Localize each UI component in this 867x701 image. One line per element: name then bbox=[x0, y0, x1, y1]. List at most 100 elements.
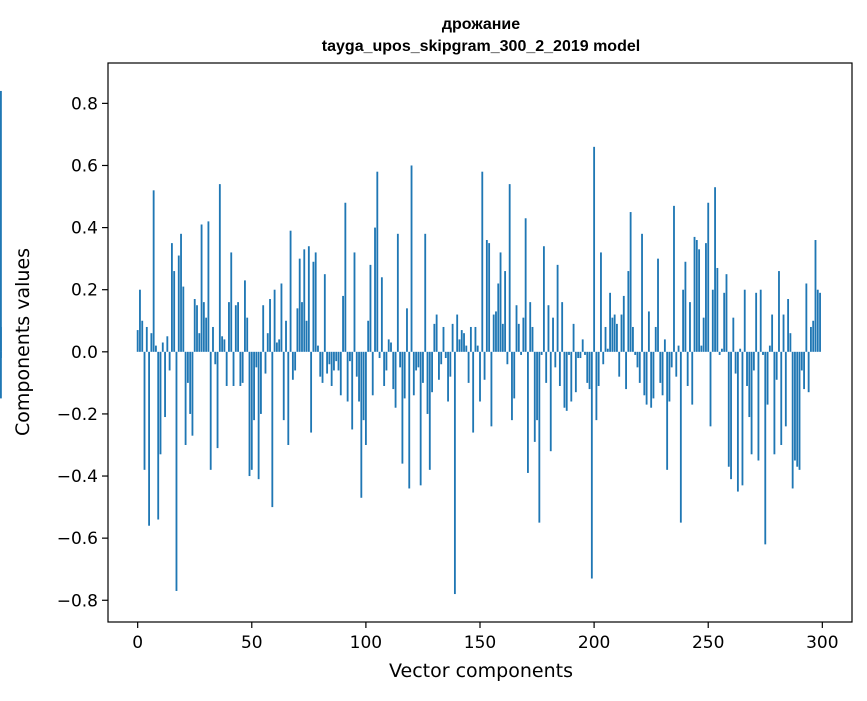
bar-202 bbox=[597, 351, 600, 386]
bar-272 bbox=[757, 351, 760, 461]
bar-200 bbox=[593, 146, 596, 352]
y-tick-label: −0.8 bbox=[57, 591, 98, 611]
bar-140 bbox=[456, 314, 459, 352]
bar-63 bbox=[280, 283, 283, 352]
bar-238 bbox=[679, 351, 682, 523]
bar-267 bbox=[746, 351, 748, 386]
bar-11 bbox=[161, 342, 164, 352]
bar-120 bbox=[410, 165, 413, 352]
bar-244 bbox=[693, 236, 696, 352]
y-tick-label: 0.6 bbox=[71, 156, 98, 176]
bar-138 bbox=[451, 323, 454, 352]
bar-207 bbox=[609, 292, 611, 352]
bar-112 bbox=[392, 351, 395, 390]
bar-153 bbox=[485, 240, 488, 352]
bar-91 bbox=[344, 202, 347, 352]
bar-77 bbox=[312, 261, 315, 352]
bar-3 bbox=[143, 351, 146, 470]
bar-61 bbox=[275, 342, 278, 352]
bar-291 bbox=[800, 351, 803, 371]
bar-280 bbox=[775, 351, 778, 380]
bar-73 bbox=[303, 249, 306, 352]
bar-292 bbox=[803, 351, 805, 390]
bar-124 bbox=[419, 351, 422, 486]
bar-290 bbox=[798, 351, 801, 470]
bar-257 bbox=[723, 292, 726, 352]
bar-144 bbox=[465, 345, 468, 352]
bar-26 bbox=[196, 305, 198, 352]
y-tick-label: 0.4 bbox=[71, 219, 98, 239]
bar-98 bbox=[360, 351, 363, 498]
bar-175 bbox=[536, 351, 538, 421]
bar-92 bbox=[346, 351, 349, 402]
bar-143 bbox=[463, 333, 465, 352]
bar-145 bbox=[467, 351, 470, 383]
bar-264 bbox=[739, 348, 742, 352]
bar-263 bbox=[736, 351, 739, 492]
bar-210 bbox=[616, 323, 618, 352]
bar-103 bbox=[371, 351, 374, 396]
bar-294 bbox=[807, 351, 810, 393]
bar-118 bbox=[406, 308, 408, 352]
bar-227 bbox=[654, 326, 657, 352]
bar-222 bbox=[643, 351, 646, 396]
bar-259 bbox=[727, 351, 730, 467]
bar-268 bbox=[748, 351, 751, 418]
bar-100 bbox=[364, 351, 367, 445]
bar-106 bbox=[378, 351, 381, 359]
bar-252 bbox=[711, 289, 714, 352]
bar-265 bbox=[741, 351, 744, 486]
bar-149 bbox=[476, 345, 479, 352]
bar-102 bbox=[369, 264, 372, 352]
bar-174 bbox=[533, 351, 536, 442]
bar-7 bbox=[152, 190, 155, 352]
bar-286 bbox=[789, 333, 792, 352]
bar-66 bbox=[287, 351, 290, 445]
bar-95 bbox=[353, 252, 356, 352]
bar-9 bbox=[157, 351, 160, 520]
bar-262 bbox=[734, 351, 737, 374]
bar-214 bbox=[625, 351, 627, 390]
bar-0 bbox=[136, 330, 139, 352]
bar-297 bbox=[814, 240, 817, 352]
bar-57 bbox=[266, 333, 269, 352]
bar-85 bbox=[330, 351, 333, 386]
bar-276 bbox=[766, 351, 769, 405]
bar-10 bbox=[159, 351, 162, 455]
bar-180 bbox=[547, 305, 550, 352]
bar-274 bbox=[762, 351, 764, 355]
bar-220 bbox=[638, 351, 641, 383]
bar-155 bbox=[490, 351, 493, 427]
bar-133 bbox=[440, 351, 443, 365]
bar-58 bbox=[269, 299, 271, 352]
bar-183 bbox=[554, 351, 557, 368]
bar-13 bbox=[166, 336, 169, 352]
x-tick-label: 100 bbox=[350, 633, 382, 653]
bar-172 bbox=[529, 302, 532, 352]
bar-203 bbox=[600, 252, 602, 352]
bar-104 bbox=[374, 227, 376, 352]
bar-2 bbox=[141, 320, 144, 352]
x-axis-label: Vector components bbox=[389, 660, 573, 682]
bar-150 bbox=[479, 351, 481, 402]
bar-122 bbox=[415, 351, 418, 371]
y-tick-label: 0.0 bbox=[71, 343, 98, 363]
bar-271 bbox=[755, 292, 758, 352]
bar-216 bbox=[629, 212, 632, 352]
bar-16 bbox=[173, 271, 176, 352]
bar-123 bbox=[417, 351, 420, 368]
bar-46 bbox=[241, 351, 244, 383]
bar-269 bbox=[750, 351, 753, 455]
bar-235 bbox=[673, 205, 675, 352]
bar-68 bbox=[291, 351, 294, 380]
bar-190 bbox=[570, 351, 573, 402]
bar-60 bbox=[273, 289, 276, 352]
bar-93 bbox=[349, 351, 351, 362]
bar-196 bbox=[584, 351, 586, 355]
bar-142 bbox=[460, 330, 463, 352]
bar-88 bbox=[337, 351, 340, 371]
bar-167 bbox=[517, 323, 520, 352]
bar-25 bbox=[193, 299, 196, 352]
bar-211 bbox=[618, 351, 621, 377]
